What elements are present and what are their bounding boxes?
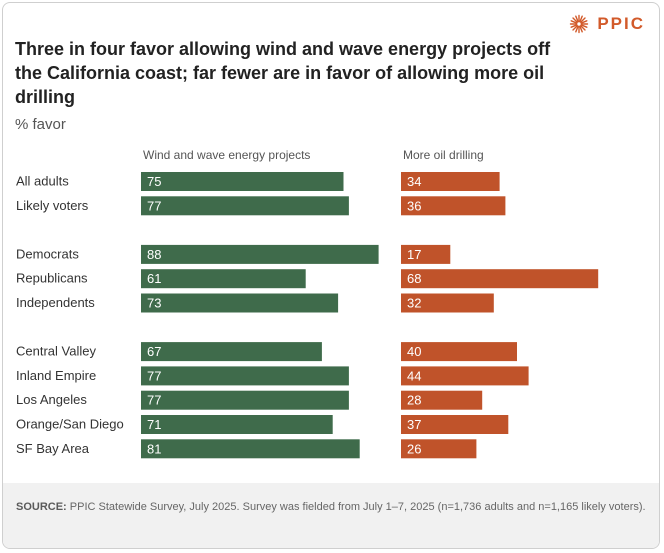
- bar-oil-drilling-all-adults: [401, 172, 500, 191]
- data-label-wind-wave-orange-san-diego: 71: [147, 417, 161, 432]
- bar-wind-wave-central-valley: [141, 342, 322, 362]
- data-label-oil-drilling-independents: 32: [407, 296, 421, 311]
- ppic-logo: PPIC: [569, 14, 645, 34]
- category-label-inland-empire: Inland Empire: [16, 368, 96, 383]
- data-label-wind-wave-los-angeles: 77: [147, 393, 161, 408]
- bar-wind-wave-all-adults: [141, 172, 344, 191]
- category-label-los-angeles: Los Angeles: [16, 392, 87, 407]
- bar-oil-drilling-central-valley: [401, 342, 517, 362]
- series-header-wind-wave: Wind and wave energy projects: [143, 148, 310, 162]
- data-label-wind-wave-democrats: 88: [147, 247, 161, 262]
- source-text: PPIC Statewide Survey, July 2025. Survey…: [69, 501, 646, 513]
- data-label-oil-drilling-los-angeles: 28: [407, 393, 421, 408]
- bar-wind-wave-orange-san-diego: [141, 415, 333, 434]
- category-label-all-adults: All adults: [16, 174, 69, 189]
- category-label-orange-san-diego: Orange/San Diego: [16, 417, 124, 432]
- bar-wind-wave-republicans: [141, 269, 306, 289]
- chart-subtitle: % favor: [15, 116, 66, 133]
- bar-wind-wave-inland-empire: [141, 366, 349, 386]
- data-label-oil-drilling-orange-san-diego: 37: [407, 417, 421, 432]
- category-label-independents: Independents: [16, 295, 95, 310]
- bar-oil-drilling-independents: [401, 293, 494, 313]
- bar-wind-wave-los-angeles: [141, 390, 349, 410]
- source-label: SOURCE:: [16, 501, 67, 513]
- category-label-sf-bay-area: SF Bay Area: [16, 441, 90, 456]
- data-label-wind-wave-central-valley: 67: [147, 344, 161, 359]
- data-label-wind-wave-likely-voters: 77: [147, 198, 161, 213]
- logo-text: PPIC: [597, 14, 645, 33]
- data-label-oil-drilling-central-valley: 40: [407, 344, 421, 359]
- data-label-wind-wave-all-adults: 75: [147, 174, 161, 189]
- data-label-oil-drilling-inland-empire: 44: [407, 368, 421, 383]
- data-label-oil-drilling-all-adults: 34: [407, 174, 421, 189]
- category-label-democrats: Democrats: [16, 246, 79, 261]
- data-label-wind-wave-inland-empire: 77: [147, 368, 161, 383]
- chart-title: Three in four favor allowing wind and wa…: [15, 39, 551, 107]
- bar-oil-drilling-republicans: [401, 269, 599, 289]
- category-label-central-valley: Central Valley: [16, 344, 96, 359]
- bar-wind-wave-independents: [141, 293, 339, 313]
- series-header-oil-drilling: More oil drilling: [403, 148, 484, 162]
- data-label-oil-drilling-sf-bay-area: 26: [407, 441, 421, 456]
- bar-oil-drilling-sf-bay-area: [401, 439, 477, 459]
- bar-oil-drilling-democrats: [401, 244, 451, 264]
- bar-wind-wave-sf-bay-area: [141, 439, 360, 459]
- data-label-wind-wave-republicans: 61: [147, 271, 161, 286]
- sunburst-icon: [570, 14, 589, 34]
- data-label-oil-drilling-republicans: 68: [407, 271, 421, 286]
- source-footer: SOURCE: PPIC Statewide Survey, July 2025…: [3, 483, 659, 548]
- data-label-oil-drilling-likely-voters: 36: [407, 198, 421, 213]
- bar-chart: Wind and wave energy projects More oil dr…: [16, 148, 599, 459]
- data-label-oil-drilling-democrats: 17: [407, 247, 421, 262]
- data-label-wind-wave-sf-bay-area: 81: [147, 441, 161, 456]
- bar-oil-drilling-los-angeles: [401, 390, 483, 410]
- data-label-wind-wave-independents: 73: [147, 296, 161, 311]
- bar-wind-wave-democrats: [141, 244, 379, 264]
- bar-wind-wave-likely-voters: [141, 196, 349, 216]
- bar-oil-drilling-inland-empire: [401, 366, 529, 386]
- bar-oil-drilling-orange-san-diego: [401, 415, 509, 434]
- category-label-likely-voters: Likely voters: [16, 198, 89, 213]
- category-label-republicans: Republicans: [16, 271, 88, 286]
- bar-oil-drilling-likely-voters: [401, 196, 506, 216]
